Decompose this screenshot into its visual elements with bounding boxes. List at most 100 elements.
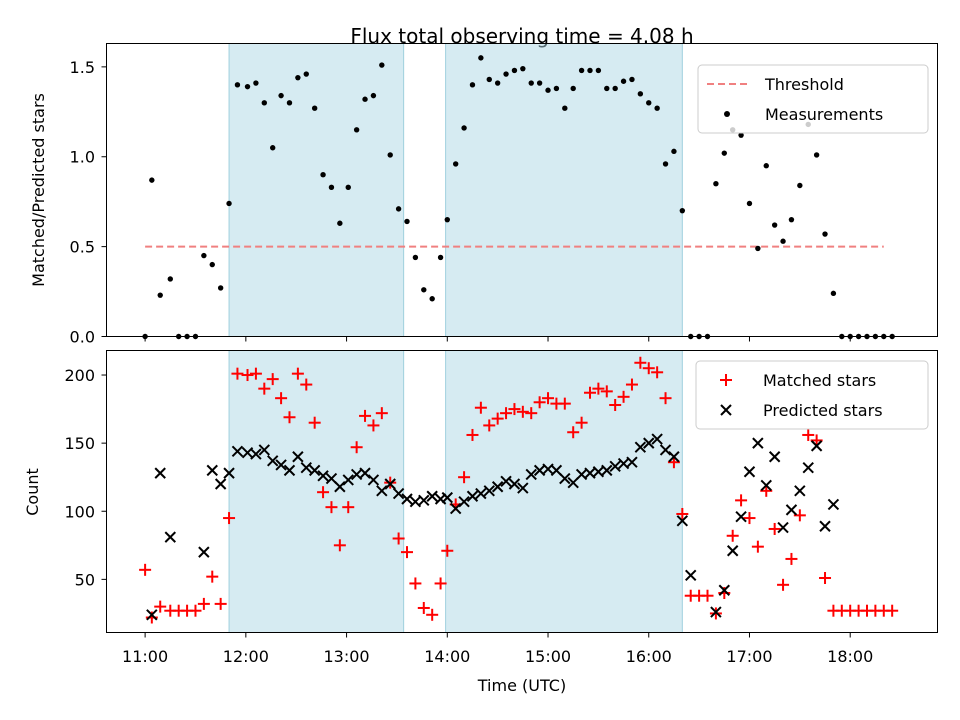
matched-star-point (743, 512, 756, 525)
predicted-star-point (275, 459, 287, 471)
predicted-star-mark-b (685, 569, 697, 581)
predicted-star-point (250, 448, 262, 460)
predicted-star-mark-b (643, 437, 655, 449)
predicted-star-point (214, 478, 227, 490)
matched-star-point (291, 367, 304, 380)
predicted-star-mark-b (409, 496, 422, 508)
predicted-star-mark-b (735, 510, 747, 523)
predicted-star-mark-b (223, 467, 235, 479)
legend-matched-stars-label: Matched stars (763, 371, 876, 390)
matched-star-point (441, 544, 454, 557)
predicted-star-point (508, 478, 521, 490)
matched-star-point (609, 398, 622, 411)
matched-star-point (417, 601, 430, 614)
matched-star-point (139, 563, 152, 576)
predicted-star-point (710, 606, 722, 618)
measurement-point (157, 292, 163, 298)
legend-predicted-stars-label: Predicted stars (763, 401, 883, 420)
bottom-x-tick-label: 17:00 (726, 647, 772, 666)
matched-star-point (231, 367, 244, 380)
matched-star-point (325, 501, 338, 514)
predicted-star-point (517, 482, 529, 494)
predicted-star-mark-b (726, 545, 739, 557)
predicted-star-point (802, 461, 814, 474)
predicted-star-point (198, 546, 210, 558)
matched-star-point (785, 552, 798, 565)
measurement-point (362, 96, 368, 102)
predicted-star-mark-b (491, 481, 504, 493)
predicted-star-mark-b (601, 464, 613, 477)
predicted-star-point (777, 521, 789, 534)
matched-star-point (189, 604, 202, 617)
measurement-point (822, 231, 828, 237)
matched-star-point (426, 608, 439, 621)
predicted-star-point (525, 468, 537, 481)
measurement-point (437, 254, 444, 261)
predicted-star-mark-b (575, 468, 588, 481)
measurement-point (654, 105, 660, 111)
predicted-star-mark-b (743, 466, 756, 478)
measurement-point (167, 276, 173, 282)
matched-stars-legend-marker (720, 374, 732, 386)
measurement-point (755, 245, 761, 252)
measurement-point (646, 100, 652, 106)
predicted-star-point (401, 493, 413, 505)
measurement-point (679, 207, 686, 214)
measurement-point (746, 200, 753, 207)
measurement-point (461, 125, 467, 131)
predicted-star-mark-b (198, 546, 210, 558)
predicted-star-point (743, 466, 756, 478)
matched-star-point (401, 546, 414, 559)
matched-star-point (491, 412, 504, 425)
bottom-panel: 50 100 150 200 11:00 12:00 13:00 14:00 15:00 16:… (23, 350, 938, 695)
predicted-star-mark-b (810, 440, 823, 452)
predicted-star-mark-b (325, 472, 338, 485)
predicted-star-point (735, 510, 747, 523)
top-plot-frame (106, 43, 938, 337)
matched-star-point (409, 577, 422, 590)
matched-star-point (350, 441, 363, 454)
top-shaded-intervals (228, 43, 683, 337)
predicted-star-point (685, 569, 697, 581)
measurement-point (253, 80, 259, 86)
measurement-point (345, 184, 351, 191)
predicted-star-mark-b (359, 467, 371, 479)
measurement-point (788, 216, 795, 223)
predicted-star-point (466, 490, 479, 502)
matched-star-point (667, 456, 680, 469)
matched-star-point (342, 501, 355, 514)
predicted-star-point (376, 485, 388, 497)
matched-star-point (241, 369, 254, 382)
predicted-stars-legend-marker (720, 404, 732, 416)
measurement-point (662, 161, 669, 167)
measurement-point (295, 74, 301, 81)
matched-star-point (751, 540, 764, 553)
matched-star-point (726, 529, 739, 542)
top-legend: Threshold Measurements (697, 64, 929, 134)
measurement-point (395, 206, 402, 212)
predicted-star-point (367, 474, 380, 486)
predicted-star-point (392, 487, 405, 500)
matched-star-point (701, 589, 714, 602)
predicted-star-point (785, 504, 798, 516)
measurement-point (545, 87, 551, 93)
predicted-star-point (601, 464, 613, 477)
bottom-x-tick-label: 12:00 (223, 647, 269, 666)
measurement-point (370, 92, 377, 99)
bottom-y-tick-label: 100 (64, 502, 95, 521)
matched-star-point (375, 407, 388, 420)
measurement-point (763, 163, 769, 169)
predicted-star-point (827, 498, 840, 511)
matched-star-point (249, 367, 262, 380)
matched-star-point (206, 570, 219, 583)
predicted-star-mark-b (827, 498, 840, 511)
measurement-point (337, 220, 343, 226)
measurement-point (494, 80, 501, 86)
top-y-axis: 0.0 0.5 1.0 1.5 (70, 58, 107, 347)
predicted-star-mark-b (559, 472, 571, 485)
top-legend-box (697, 64, 929, 134)
matched-star-point (886, 604, 899, 617)
measurement-point (412, 254, 419, 261)
top-y-tick-label: 0.5 (70, 238, 95, 257)
matched-star-point (508, 403, 521, 416)
